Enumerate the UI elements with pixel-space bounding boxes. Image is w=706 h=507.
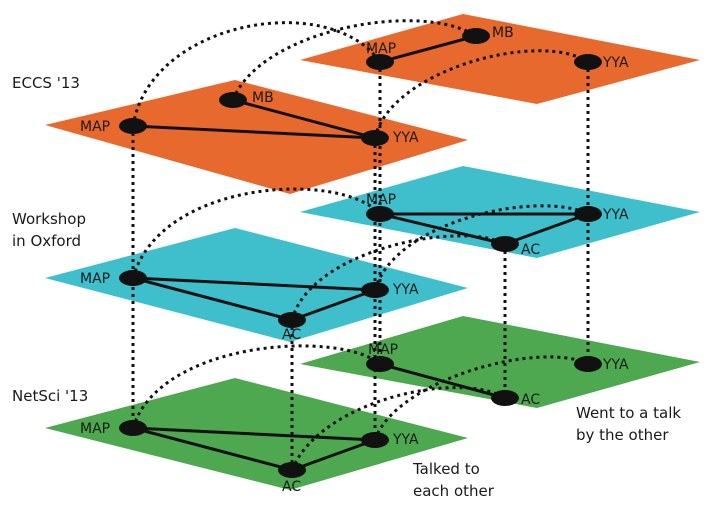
node-oxford-talk-yya — [574, 206, 602, 222]
label-eccs-talked-yya: YYA — [392, 130, 419, 146]
node-eccs-talked-map — [119, 118, 147, 134]
label-oxford-talk-yya: YYA — [602, 207, 629, 223]
label-netsci-talked-ac: AC — [282, 479, 301, 495]
edge-oxford-talk-ac-yya — [503, 212, 590, 246]
legend-talked-line2: each other — [413, 482, 495, 500]
arc-eccs-mb — [231, 19, 477, 101]
label-netsci-talk-ac: AC — [521, 392, 540, 408]
layer-label-oxford-line1: Workshop — [12, 210, 86, 228]
label-netsci-talk-yya: YYA — [602, 357, 629, 373]
edge-netsci-talked-ac-yya — [290, 438, 377, 472]
node-oxford-talked-map — [119, 270, 147, 286]
plane-eccs-talked — [45, 80, 468, 194]
edge-eccs-talked-map-yya — [131, 124, 377, 140]
node-oxford-talked-yya — [361, 282, 389, 298]
node-oxford-talk-map — [366, 206, 394, 222]
edge-netsci-talked-map-yya — [131, 426, 377, 442]
label-netsci-talk-map: MAP — [368, 342, 398, 358]
legend-talk-line1: Went to a talk — [576, 404, 681, 422]
label-eccs-talk-map: MAP — [366, 41, 396, 57]
node-netsci-talked-yya — [361, 432, 389, 448]
label-eccs-talked-map: MAP — [80, 119, 110, 135]
layer-label-oxford-line2: in Oxford — [12, 232, 81, 250]
edge-oxford-talked-map-yya — [131, 276, 377, 292]
node-netsci-talk-map — [366, 356, 394, 372]
layer-label-eccs: ECCS '13 — [12, 74, 80, 92]
label-oxford-talked-yya: YYA — [392, 282, 419, 298]
layer-label-netsci: NetSci '13 — [12, 387, 88, 405]
arc-netsci-yya — [373, 355, 589, 441]
plane-eccs-talk — [300, 14, 700, 104]
node-eccs-talked-mb — [219, 92, 247, 108]
edge-oxford-talked-ac-yya — [290, 288, 377, 322]
node-eccs-talked-yya — [361, 130, 389, 146]
label-netsci-talked-yya: YYA — [392, 432, 419, 448]
label-oxford-talk-map: MAP — [366, 192, 396, 208]
label-eccs-talk-mb: MB — [492, 25, 514, 41]
plane-oxford-talk — [300, 166, 700, 258]
label-oxford-talked-map: MAP — [80, 271, 110, 287]
label-netsci-talked-map: MAP — [80, 421, 110, 437]
label-eccs-talk-yya: YYA — [602, 55, 629, 71]
node-oxford-talk-ac — [491, 236, 519, 252]
edge-oxford-talked-map-ac — [131, 276, 294, 322]
legend-talked-line1: Talked to — [412, 460, 480, 478]
arc-netsci-map — [131, 344, 381, 429]
plane-netsci-talk — [300, 316, 700, 408]
arc-oxford-ac — [290, 234, 506, 321]
arc-oxford-map — [131, 187, 382, 279]
arc-netsci-ac — [290, 386, 506, 471]
node-eccs-talk-map — [366, 54, 394, 70]
edge-netsci-talk-map-ac — [378, 362, 507, 400]
node-netsci-talk-ac — [491, 390, 519, 406]
node-eccs-talk-yya — [574, 54, 602, 70]
edge-eccs-talk-map-mb — [378, 34, 478, 64]
node-netsci-talked-map — [119, 420, 147, 436]
node-netsci-talked-ac — [278, 462, 306, 478]
node-netsci-talk-yya — [574, 356, 602, 372]
legend-talk-line2: by the other — [576, 426, 669, 444]
node-oxford-talked-ac — [278, 312, 306, 328]
edge-oxford-talk-map-ac — [378, 212, 507, 246]
label-oxford-talked-ac: AC — [282, 327, 301, 343]
label-oxford-talk-ac: AC — [521, 242, 540, 258]
node-eccs-talk-mb — [462, 28, 490, 44]
arc-oxford-yya — [373, 204, 589, 291]
edge-eccs-talked-mb-yya — [231, 98, 377, 140]
label-eccs-talked-mb: MB — [252, 90, 274, 106]
edge-netsci-talked-map-ac — [131, 426, 294, 472]
